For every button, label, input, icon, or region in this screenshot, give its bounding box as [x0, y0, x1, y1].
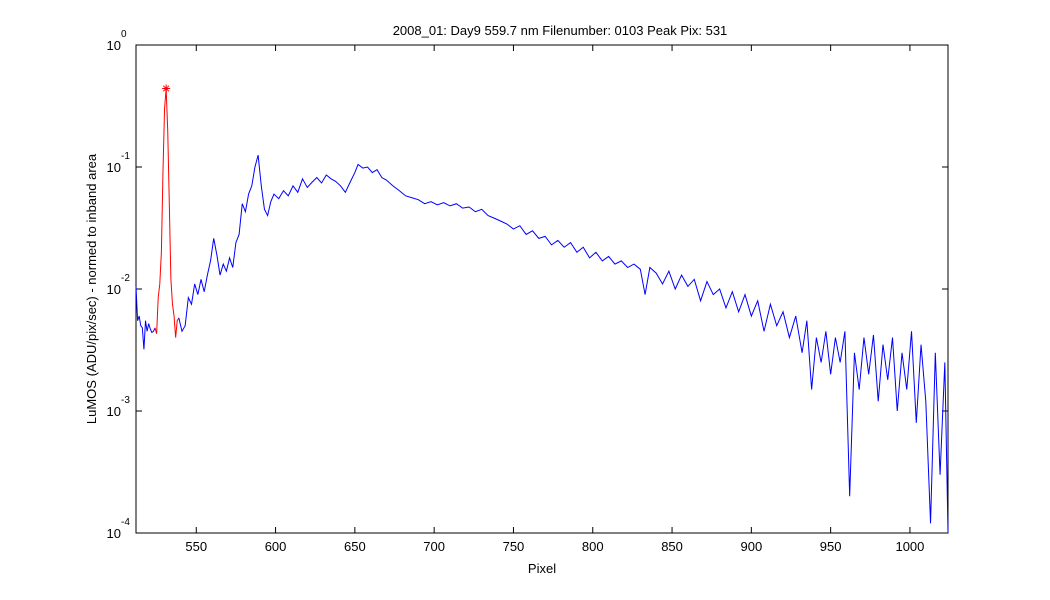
x-tick-label: 800 — [582, 539, 604, 554]
x-tick-label: 900 — [740, 539, 762, 554]
y-tick-label: 10 — [107, 160, 121, 175]
y-tick-exponent: 0 — [121, 29, 127, 40]
y-tick-label: 10 — [107, 526, 121, 541]
data-line — [135, 286, 156, 350]
x-tick-label: 650 — [344, 539, 366, 554]
peak-marker — [162, 84, 171, 93]
x-tick-label: 700 — [423, 539, 445, 554]
x-tick-label: 750 — [503, 539, 525, 554]
y-tick-exponent: -3 — [121, 395, 130, 406]
y-axis-label: LuMOS (ADU/pix/sec) - normed to inband a… — [84, 153, 99, 424]
x-tick-label: 600 — [265, 539, 287, 554]
x-tick-label: 1000 — [895, 539, 924, 554]
y-tick-exponent: -2 — [121, 273, 130, 284]
axes-box — [135, 44, 949, 534]
y-tick-exponent: -1 — [121, 151, 130, 162]
data-line — [154, 88, 180, 338]
data-line — [178, 155, 949, 534]
chart-title: 2008_01: Day9 559.7 nm Filenumber: 0103 … — [393, 23, 728, 38]
y-tick-exponent: -4 — [121, 517, 130, 528]
y-tick-label: 10 — [107, 404, 121, 419]
x-axis-label: Pixel — [528, 561, 556, 576]
x-tick-label: 850 — [661, 539, 683, 554]
y-tick-label: 10 — [107, 282, 121, 297]
x-tick-label: 550 — [185, 539, 207, 554]
x-tick-label: 950 — [820, 539, 842, 554]
y-tick-label: 10 — [107, 38, 121, 53]
